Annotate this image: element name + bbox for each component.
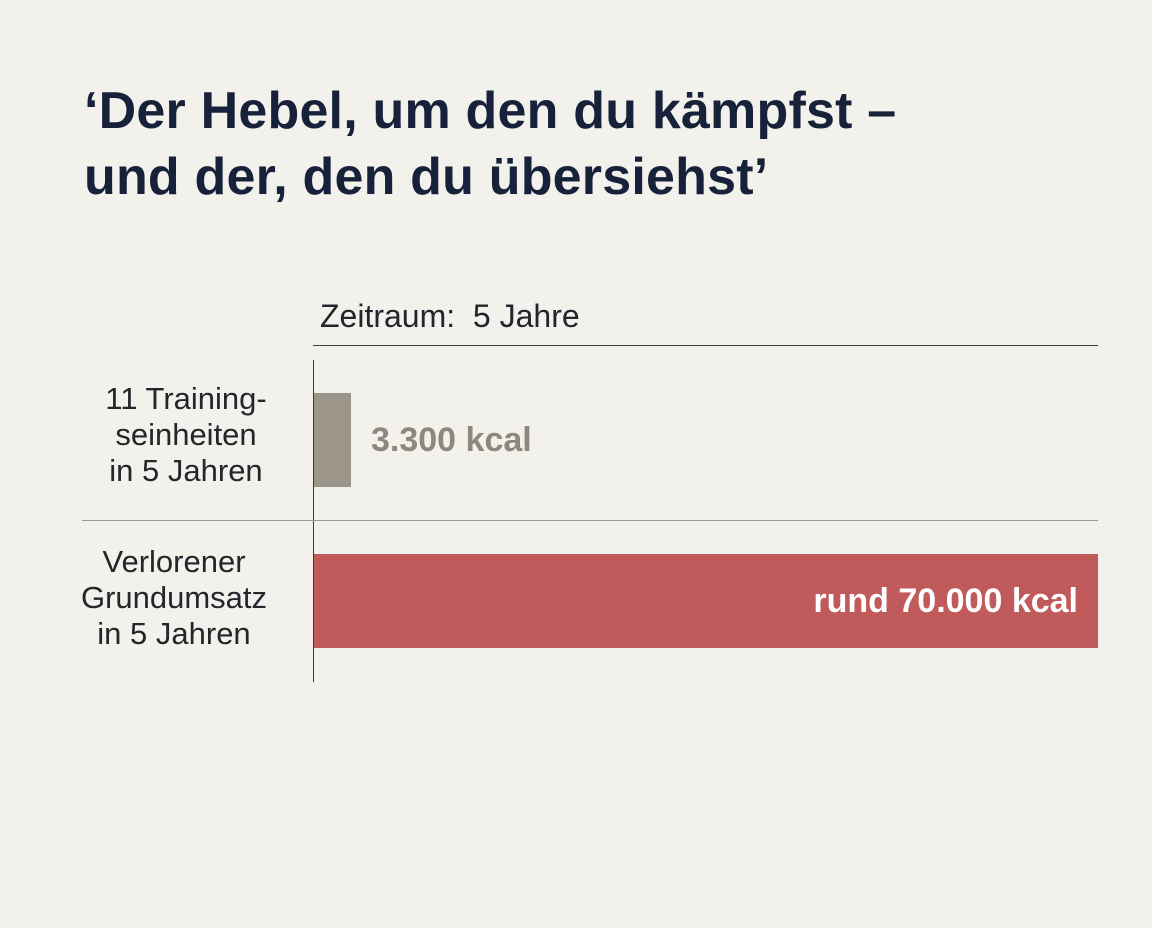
category-label-line: seinheiten (115, 417, 257, 452)
category-label: Verlorener Grundumsatz in 5 Jahren (64, 544, 284, 652)
category-label-line: Verlorener (102, 544, 246, 579)
period-rule (313, 345, 1098, 346)
y-axis-line (313, 360, 314, 682)
category-label-line: Grundumsatz (80, 580, 268, 615)
category-label-line: in 5 Jahren (97, 616, 251, 651)
period-label: Zeitraum: 5 Jahre (320, 298, 580, 334)
bar (314, 554, 1098, 648)
row-divider (82, 520, 1098, 521)
chart-title-line-2: und der, den du übersiehst’ (84, 148, 769, 206)
category-label-line: in 5 Jahren (109, 453, 263, 488)
data-label: 3.300 kcal (371, 421, 532, 459)
data-label: rund 70.000 kcal (813, 582, 1078, 620)
category-label: 11 Training-seinheiten in 5 Jahren (76, 381, 296, 489)
category-label-line: 11 Training- (105, 381, 267, 416)
bar (314, 393, 351, 487)
chart-title: ‘Der Hebel, um den du kämpfst – und der,… (84, 78, 1084, 210)
chart-title-line-1: ‘Der Hebel, um den du kämpfst – (84, 82, 897, 140)
